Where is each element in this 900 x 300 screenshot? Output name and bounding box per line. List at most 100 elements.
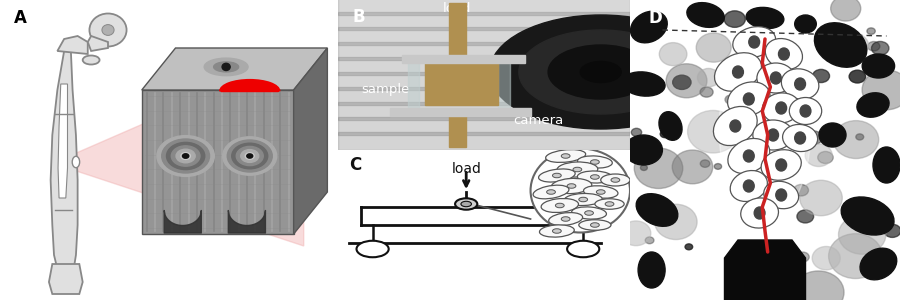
- Ellipse shape: [157, 136, 214, 176]
- Ellipse shape: [841, 34, 868, 57]
- Ellipse shape: [842, 197, 894, 235]
- Circle shape: [461, 201, 472, 207]
- Ellipse shape: [162, 139, 210, 173]
- Ellipse shape: [549, 213, 582, 225]
- Circle shape: [553, 173, 562, 178]
- Text: A: A: [14, 9, 26, 27]
- Ellipse shape: [813, 69, 830, 82]
- Ellipse shape: [209, 60, 243, 74]
- Polygon shape: [724, 240, 806, 300]
- Ellipse shape: [800, 180, 842, 216]
- Ellipse shape: [752, 120, 794, 150]
- Ellipse shape: [862, 54, 895, 78]
- Ellipse shape: [873, 147, 900, 183]
- Ellipse shape: [578, 156, 612, 168]
- Ellipse shape: [781, 69, 819, 99]
- Polygon shape: [50, 51, 77, 276]
- Ellipse shape: [204, 58, 248, 76]
- Polygon shape: [142, 90, 293, 234]
- Ellipse shape: [789, 98, 822, 124]
- Circle shape: [605, 202, 614, 206]
- Ellipse shape: [796, 252, 809, 262]
- Ellipse shape: [829, 234, 882, 278]
- Circle shape: [743, 150, 754, 162]
- Ellipse shape: [661, 130, 670, 138]
- Ellipse shape: [839, 215, 886, 254]
- Ellipse shape: [176, 149, 195, 163]
- Circle shape: [546, 190, 555, 194]
- Ellipse shape: [672, 150, 713, 184]
- Ellipse shape: [714, 106, 757, 146]
- Ellipse shape: [634, 148, 683, 188]
- Circle shape: [749, 36, 760, 48]
- Bar: [391, 108, 530, 116]
- Ellipse shape: [227, 140, 272, 172]
- Ellipse shape: [641, 165, 647, 170]
- Ellipse shape: [862, 70, 900, 110]
- Ellipse shape: [860, 248, 896, 280]
- Ellipse shape: [578, 171, 612, 183]
- Ellipse shape: [794, 184, 808, 196]
- Ellipse shape: [818, 152, 833, 164]
- Circle shape: [768, 129, 778, 141]
- Bar: [499, 60, 510, 108]
- Ellipse shape: [541, 199, 579, 212]
- Bar: [338, 87, 630, 105]
- Ellipse shape: [812, 247, 841, 270]
- Ellipse shape: [533, 185, 569, 199]
- Ellipse shape: [579, 220, 611, 230]
- Circle shape: [754, 207, 765, 219]
- Text: load: load: [451, 162, 482, 176]
- Ellipse shape: [746, 36, 761, 48]
- Ellipse shape: [181, 153, 191, 159]
- Bar: [401, 56, 525, 63]
- Ellipse shape: [232, 143, 268, 169]
- Ellipse shape: [645, 237, 654, 244]
- Ellipse shape: [730, 170, 768, 202]
- Ellipse shape: [814, 23, 867, 67]
- Ellipse shape: [725, 95, 737, 104]
- Ellipse shape: [659, 112, 682, 140]
- Circle shape: [776, 189, 787, 201]
- Ellipse shape: [83, 56, 100, 64]
- Ellipse shape: [622, 72, 665, 96]
- Ellipse shape: [654, 204, 698, 239]
- Circle shape: [562, 154, 570, 158]
- Circle shape: [590, 175, 599, 179]
- Circle shape: [590, 160, 599, 164]
- Ellipse shape: [762, 268, 776, 279]
- Ellipse shape: [213, 62, 238, 72]
- Bar: [338, 102, 630, 120]
- Ellipse shape: [741, 198, 778, 228]
- Ellipse shape: [621, 221, 651, 246]
- Circle shape: [555, 203, 564, 208]
- Bar: [448, 3, 466, 56]
- Ellipse shape: [551, 178, 592, 194]
- Circle shape: [730, 120, 741, 132]
- Ellipse shape: [715, 164, 722, 169]
- Ellipse shape: [806, 144, 832, 167]
- Text: D: D: [649, 9, 662, 27]
- Ellipse shape: [715, 53, 761, 91]
- Ellipse shape: [247, 154, 253, 158]
- Ellipse shape: [545, 150, 586, 162]
- Ellipse shape: [638, 252, 665, 288]
- Ellipse shape: [738, 271, 757, 286]
- Text: load: load: [443, 2, 472, 15]
- Circle shape: [553, 229, 562, 233]
- Ellipse shape: [856, 134, 864, 140]
- Ellipse shape: [557, 162, 598, 177]
- Polygon shape: [58, 36, 88, 54]
- Ellipse shape: [733, 27, 776, 57]
- Ellipse shape: [761, 150, 801, 180]
- Ellipse shape: [688, 110, 739, 153]
- Ellipse shape: [800, 128, 813, 137]
- Ellipse shape: [171, 146, 200, 166]
- Bar: [338, 0, 630, 15]
- Ellipse shape: [727, 82, 770, 116]
- Ellipse shape: [806, 131, 823, 144]
- Circle shape: [743, 93, 754, 105]
- Ellipse shape: [796, 210, 814, 223]
- Ellipse shape: [245, 153, 254, 159]
- Ellipse shape: [719, 36, 811, 222]
